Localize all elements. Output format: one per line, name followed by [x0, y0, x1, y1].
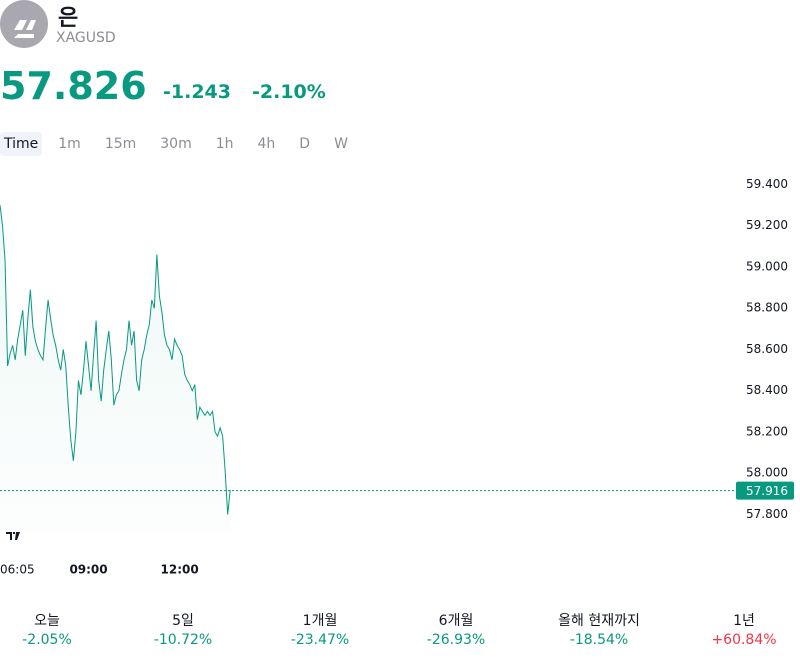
line [0, 205, 231, 515]
y-tick-label: 58.200 [746, 424, 788, 438]
x-tick-label: 12:00 [161, 563, 199, 577]
timeframe-tab[interactable]: Time [0, 132, 43, 156]
change: -1.243 [163, 81, 231, 103]
performance-item[interactable]: 1개월 -23.47% [250, 610, 390, 648]
performance-label: 1년 [733, 613, 755, 629]
price: 57.826 [0, 64, 147, 108]
y-tick-label: 59.000 [746, 259, 788, 273]
symbol-icon [0, 0, 48, 48]
performance-value: +60.84% [711, 632, 777, 648]
performance-item[interactable]: 5일 -10.72% [113, 610, 253, 648]
performance-item[interactable]: 오늘 -2.05% [0, 610, 117, 648]
area [0, 205, 231, 531]
y-tick-label: 58.400 [746, 383, 788, 397]
timeframe-tab[interactable]: W [334, 136, 348, 152]
change-percent: -2.10% [252, 81, 326, 103]
performance-item[interactable]: 올해 현재까지 -18.54% [529, 610, 669, 648]
performance-label: 6개월 [438, 613, 474, 629]
timeframe-tab[interactable]: 15m [104, 136, 137, 152]
icon-bars [14, 20, 36, 38]
symbol-code: XAGUSD [56, 30, 116, 46]
last-price-tag [736, 481, 794, 500]
performance-item[interactable]: 6개월 -26.93% [386, 610, 526, 648]
performance-value: -26.93% [426, 632, 486, 648]
performance-item[interactable]: 1년 +60.84% [674, 610, 800, 648]
x-tick-label: 06:05 [0, 563, 35, 577]
symbol-name: 은 [58, 6, 79, 31]
y-tick-label: 58.000 [746, 466, 788, 480]
performance-label: 5일 [172, 613, 194, 629]
y-tick-label: 57.800 [746, 507, 788, 521]
performance-label: 오늘 [34, 613, 60, 629]
performance-value: -18.54% [569, 632, 629, 648]
performance-value: -10.72% [153, 632, 213, 648]
performance-value: -23.47% [290, 632, 350, 648]
timeframe-tab[interactable]: 1m [58, 136, 81, 152]
timeframe-tab[interactable]: 30m [160, 136, 192, 152]
icon-shape [14, 20, 36, 38]
y-tick-label: 59.400 [746, 177, 788, 191]
performance-value: -2.05% [22, 632, 72, 648]
last-price-label: 57.916 [746, 484, 788, 498]
performance-label: 1개월 [302, 613, 338, 629]
timeframe-tab[interactable]: 4h [257, 136, 276, 152]
x-tick-label: 09:00 [69, 563, 107, 577]
timeframe-tab[interactable]: 1h [215, 136, 234, 152]
y-tick-label: 59.200 [746, 218, 788, 232]
y-tick-label: 58.600 [746, 342, 788, 356]
y-tick-label: 58.800 [746, 301, 788, 315]
performance-label: 올해 현재까지 [558, 613, 640, 629]
timeframe-tab[interactable]: D [299, 136, 311, 152]
timeframe-tabs: Time 1m 15m 30m 1h 4h D W [0, 132, 364, 156]
chart: 57.800 58.000 58.200 58.400 58.600 58.800 59.0… [0, 177, 794, 577]
